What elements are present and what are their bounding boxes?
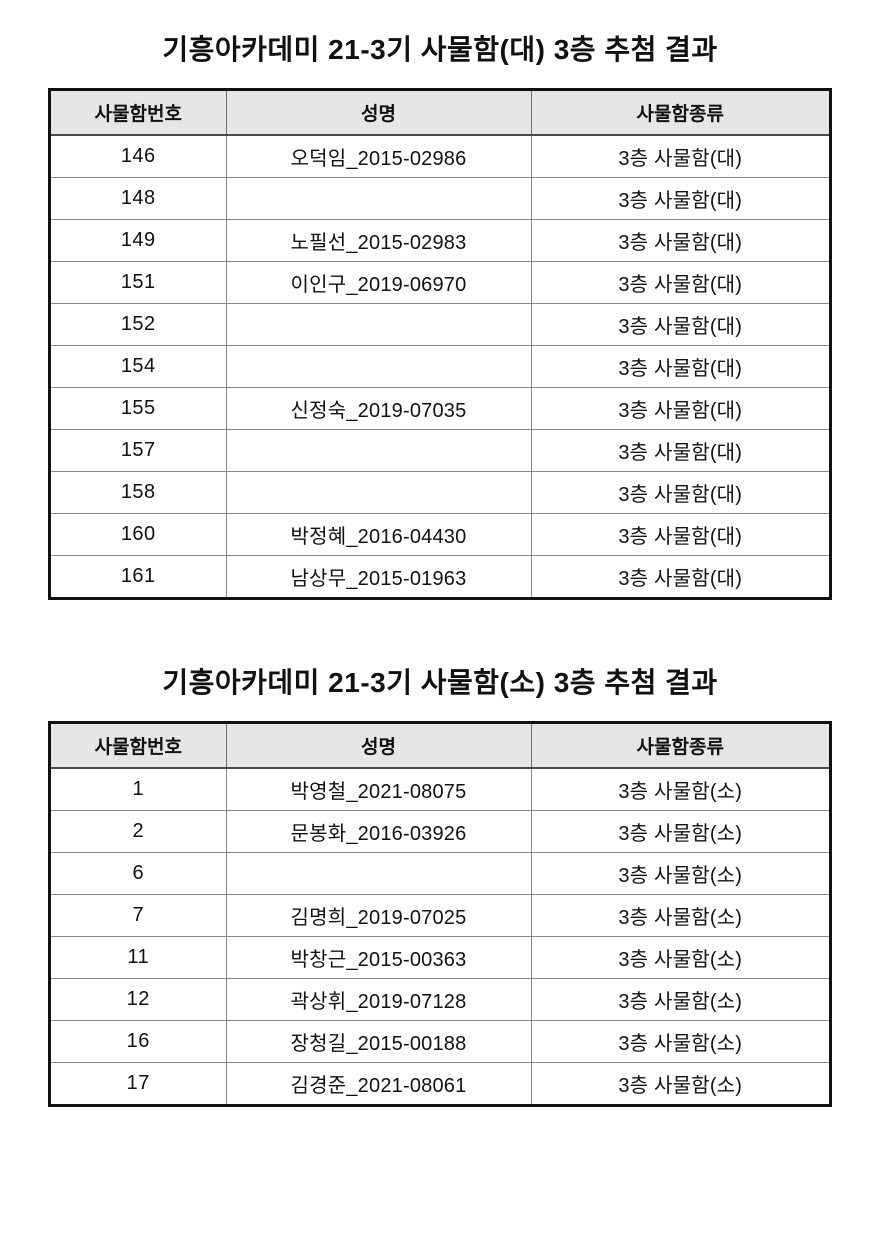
locker-table-large: 사물함번호 성명 사물함종류 146 오덕임_2015-02986 3층 사물함…: [51, 91, 829, 597]
table-row: 16 장청길_2015-00188 3층 사물함(소): [51, 1020, 829, 1063]
cell-locker-type: 3층 사물함(대): [531, 303, 829, 346]
column-header-name: 성명: [226, 724, 532, 769]
cell-name: 남상무_2015-01963: [226, 555, 532, 597]
cell-locker-type: 3층 사물함(대): [531, 177, 829, 220]
cell-locker-type: 3층 사물함(대): [531, 471, 829, 514]
table-row: 154 3층 사물함(대): [51, 345, 829, 388]
table-row: 155 신정숙_2019-07035 3층 사물함(대): [51, 387, 829, 430]
cell-name: 박영철_2021-08075: [226, 768, 532, 811]
cell-name: [226, 852, 532, 895]
cell-locker-number: 148: [51, 177, 227, 220]
page-title-large: 기흥아카데미 21-3기 사물함(대) 3층 추첨 결과: [162, 34, 718, 65]
page-title-small: 기흥아카데미 21-3기 사물함(소) 3층 추첨 결과: [162, 667, 718, 698]
table-row: 160 박정혜_2016-04430 3층 사물함(대): [51, 513, 829, 556]
cell-locker-number: 12: [51, 978, 227, 1021]
section-locker-large: 기흥아카데미 21-3기 사물함(대) 3층 추첨 결과 사물함번호 성명 사물…: [0, 30, 880, 600]
cell-name: 김명희_2019-07025: [226, 894, 532, 937]
locker-table-small: 사물함번호 성명 사물함종류 1 박영철_2021-08075 3층 사물함(소…: [51, 724, 829, 1104]
table-header-row: 사물함번호 성명 사물함종류: [51, 724, 829, 769]
cell-name: 장청길_2015-00188: [226, 1020, 532, 1063]
table-row: 158 3층 사물함(대): [51, 471, 829, 514]
cell-locker-type: 3층 사물함(대): [531, 135, 829, 178]
cell-locker-type: 3층 사물함(소): [531, 810, 829, 853]
section-locker-small: 기흥아카데미 21-3기 사물함(소) 3층 추첨 결과 사물함번호 성명 사물…: [0, 663, 880, 1107]
cell-name: 김경준_2021-08061: [226, 1062, 532, 1104]
column-header-locker-number: 사물함번호: [51, 724, 227, 769]
column-header-locker-type: 사물함종류: [531, 91, 829, 136]
cell-locker-number: 155: [51, 387, 227, 430]
cell-locker-number: 17: [51, 1062, 227, 1104]
cell-name: 박창근_2015-00363: [226, 936, 532, 979]
cell-name: [226, 345, 532, 388]
cell-locker-number: 160: [51, 513, 227, 556]
cell-locker-number: 16: [51, 1020, 227, 1063]
cell-locker-number: 154: [51, 345, 227, 388]
cell-locker-type: 3층 사물함(소): [531, 1062, 829, 1104]
table-row: 161 남상무_2015-01963 3층 사물함(대): [51, 555, 829, 597]
cell-locker-type: 3층 사물함(대): [531, 345, 829, 388]
table-header-row: 사물함번호 성명 사물함종류: [51, 91, 829, 136]
cell-locker-number: 146: [51, 135, 227, 178]
table-row: 149 노필선_2015-02983 3층 사물함(대): [51, 219, 829, 262]
cell-locker-number: 149: [51, 219, 227, 262]
cell-locker-number: 158: [51, 471, 227, 514]
table-row: 151 이인구_2019-06970 3층 사물함(대): [51, 261, 829, 304]
cell-name: 오덕임_2015-02986: [226, 135, 532, 178]
table-body-small: 1 박영철_2021-08075 3층 사물함(소) 2 문봉화_2016-03…: [51, 768, 829, 1104]
cell-name: 신정숙_2019-07035: [226, 387, 532, 430]
cell-locker-number: 157: [51, 429, 227, 472]
cell-locker-number: 6: [51, 852, 227, 895]
cell-locker-number: 151: [51, 261, 227, 304]
table-row: 1 박영철_2021-08075 3층 사물함(소): [51, 768, 829, 811]
cell-locker-number: 7: [51, 894, 227, 937]
cell-locker-number: 161: [51, 555, 227, 597]
cell-locker-type: 3층 사물함(소): [531, 978, 829, 1021]
cell-locker-type: 3층 사물함(대): [531, 219, 829, 262]
table-header-small: 사물함번호 성명 사물함종류: [51, 724, 829, 769]
cell-name: 곽상휘_2019-07128: [226, 978, 532, 1021]
table-row: 17 김경준_2021-08061 3층 사물함(소): [51, 1062, 829, 1104]
locker-table-large-wrapper: 사물함번호 성명 사물함종류 146 오덕임_2015-02986 3층 사물함…: [48, 88, 832, 600]
cell-name: 박정혜_2016-04430: [226, 513, 532, 556]
table-header-large: 사물함번호 성명 사물함종류: [51, 91, 829, 136]
column-header-name: 성명: [226, 91, 532, 136]
cell-locker-type: 3층 사물함(대): [531, 513, 829, 556]
table-row: 146 오덕임_2015-02986 3층 사물함(대): [51, 135, 829, 178]
column-header-locker-number: 사물함번호: [51, 91, 227, 136]
cell-name: [226, 471, 532, 514]
cell-locker-number: 11: [51, 936, 227, 979]
cell-locker-type: 3층 사물함(소): [531, 936, 829, 979]
table-row: 7 김명희_2019-07025 3층 사물함(소): [51, 894, 829, 937]
table-row: 152 3층 사물함(대): [51, 303, 829, 346]
cell-locker-type: 3층 사물함(소): [531, 852, 829, 895]
cell-locker-type: 3층 사물함(소): [531, 1020, 829, 1063]
cell-name: 노필선_2015-02983: [226, 219, 532, 262]
cell-locker-type: 3층 사물함(대): [531, 261, 829, 304]
table-row: 157 3층 사물함(대): [51, 429, 829, 472]
cell-name: [226, 177, 532, 220]
table-row: 12 곽상휘_2019-07128 3층 사물함(소): [51, 978, 829, 1021]
column-header-locker-type: 사물함종류: [531, 724, 829, 769]
locker-table-small-wrapper: 사물함번호 성명 사물함종류 1 박영철_2021-08075 3층 사물함(소…: [48, 721, 832, 1107]
cell-locker-type: 3층 사물함(대): [531, 429, 829, 472]
table-row: 2 문봉화_2016-03926 3층 사물함(소): [51, 810, 829, 853]
table-row: 148 3층 사물함(대): [51, 177, 829, 220]
cell-locker-number: 152: [51, 303, 227, 346]
cell-name: [226, 429, 532, 472]
cell-name: 이인구_2019-06970: [226, 261, 532, 304]
cell-locker-number: 2: [51, 810, 227, 853]
cell-locker-type: 3층 사물함(소): [531, 894, 829, 937]
table-body-large: 146 오덕임_2015-02986 3층 사물함(대) 148 3층 사물함(…: [51, 135, 829, 597]
cell-locker-type: 3층 사물함(대): [531, 387, 829, 430]
table-row: 6 3층 사물함(소): [51, 852, 829, 895]
cell-locker-type: 3층 사물함(소): [531, 768, 829, 811]
table-row: 11 박창근_2015-00363 3층 사물함(소): [51, 936, 829, 979]
cell-locker-type: 3층 사물함(대): [531, 555, 829, 597]
cell-name: 문봉화_2016-03926: [226, 810, 532, 853]
cell-locker-number: 1: [51, 768, 227, 811]
cell-name: [226, 303, 532, 346]
